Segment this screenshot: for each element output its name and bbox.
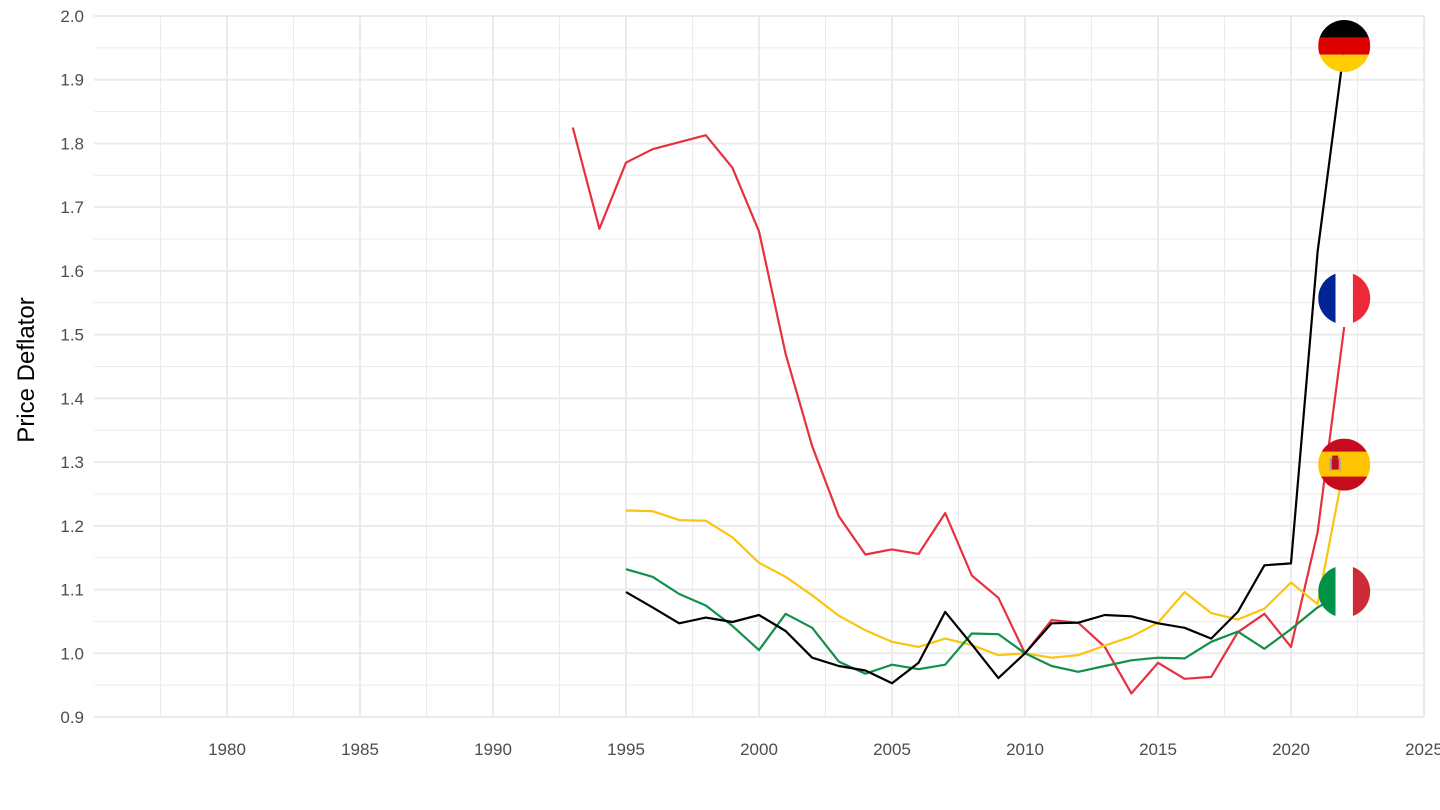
x-tick-label: 1995 <box>607 740 645 759</box>
series-line-france <box>571 127 1346 695</box>
x-tick-label: 2020 <box>1272 740 1310 759</box>
y-tick-label: 1.1 <box>60 581 84 600</box>
y-tick-label: 1.3 <box>60 453 84 472</box>
y-axis-title: Price Deflator <box>13 297 40 442</box>
x-tick-label: 2025 <box>1405 740 1440 759</box>
x-tick-label: 2000 <box>740 740 778 759</box>
series-lines <box>571 47 1346 695</box>
x-tick-label: 2010 <box>1006 740 1044 759</box>
y-axis-ticks: 0.9 1.0 1.1 1.2 1.3 1.4 1.5 1.6 1.7 1.8 1.9 2.0 <box>60 7 84 727</box>
y-tick-label: 1.2 <box>60 517 84 536</box>
series-line-italy <box>625 568 1345 675</box>
x-tick-label: 2015 <box>1139 740 1177 759</box>
y-tick-label: 1.7 <box>60 198 84 217</box>
y-tick-label: 1.9 <box>60 71 84 90</box>
germany-flag-icon <box>1318 20 1371 72</box>
flag-markers <box>1318 20 1371 618</box>
y-tick-label: 2.0 <box>60 7 84 26</box>
y-tick-label: 0.9 <box>60 708 84 727</box>
italy-flag-icon <box>1318 565 1371 618</box>
x-tick-label: 1980 <box>208 740 246 759</box>
x-axis-ticks: 1980 1985 1990 1995 2000 2005 2010 2015 2020 2025 <box>208 740 1440 759</box>
spain-flag-icon <box>1318 438 1371 491</box>
x-tick-label: 1990 <box>474 740 512 759</box>
series-line-germany <box>625 47 1346 685</box>
series-line-spain <box>625 466 1346 659</box>
y-tick-label: 1.0 <box>60 644 84 663</box>
y-tick-label: 1.5 <box>60 326 84 345</box>
x-tick-label: 2005 <box>873 740 911 759</box>
y-tick-label: 1.4 <box>60 389 84 408</box>
grid <box>94 15 1425 718</box>
x-tick-label: 1985 <box>341 740 379 759</box>
y-tick-label: 1.6 <box>60 262 84 281</box>
y-tick-label: 1.8 <box>60 134 84 153</box>
france-flag-icon <box>1318 272 1371 325</box>
